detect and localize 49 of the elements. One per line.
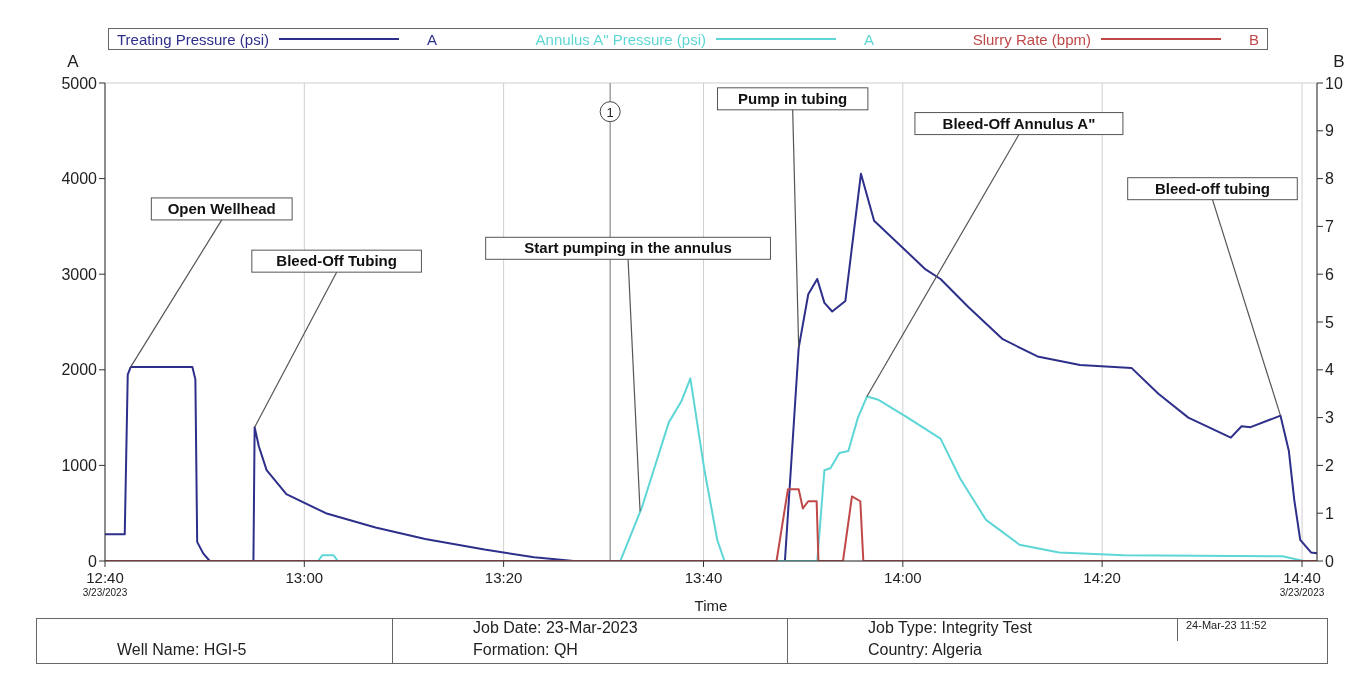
x-tick-label: 14:00: [884, 569, 922, 586]
y2-tick-label: 8: [1325, 170, 1334, 188]
y2-tick-label: 7: [1325, 218, 1334, 236]
y2-tick-label: 5: [1325, 313, 1334, 331]
y2-tick-label: 1: [1325, 504, 1334, 522]
y2-tick-label: 4: [1325, 361, 1334, 379]
text: Treating Pressure (psi): [117, 30, 269, 48]
text: 24-Mar-23 11:52: [1177, 619, 1327, 641]
callout: Bleed-Off Annulus A": [866, 112, 1124, 398]
y2-tick-label: 10: [1325, 74, 1343, 92]
callout: Bleed-off tubing: [1127, 177, 1298, 417]
x-tick-label: 13:20: [484, 569, 523, 586]
text: Slurry Rate (bpm): [972, 30, 1091, 48]
text: Country: Algeria: [787, 641, 1177, 663]
y-tick-label: 1000: [61, 457, 98, 475]
x-tick-label: 13:00: [285, 569, 324, 586]
y2-tick-label: 3: [1325, 409, 1334, 427]
annotation: Bleed-Off Annulus A": [942, 114, 1096, 132]
y2-tick-label: 2: [1325, 457, 1334, 475]
text: B: [1248, 30, 1259, 48]
text: Annulus A" Pressure (psi): [535, 30, 707, 48]
annotation: Bleed-Off Tubing: [276, 252, 397, 270]
y-tick-label: 4000: [61, 170, 98, 188]
y-tick-label: 2000: [61, 361, 98, 379]
annotation: Bleed-off tubing: [1155, 179, 1270, 197]
annotation: Open Wellhead: [167, 199, 276, 217]
annotation: 1: [606, 104, 614, 120]
y2-tick-label: 0: [1325, 552, 1334, 570]
y-tick-label: 3000: [61, 265, 98, 283]
x-axis-title: Time: [694, 597, 728, 614]
callout: Bleed-Off Tubing: [251, 249, 422, 428]
x-tick-label: 14:20: [1083, 569, 1121, 586]
x-tick-label: 13:40: [684, 569, 723, 586]
text: A: [864, 30, 875, 48]
text: Well Name: HGI-5: [116, 641, 248, 660]
y2-axis-title: B: [1333, 52, 1345, 71]
y2-tick-label: 9: [1325, 122, 1334, 140]
annotation: Pump in tubing: [738, 89, 848, 107]
text: Job Date: 23-Mar-2023: [392, 619, 787, 641]
circled-marker: 1: [599, 101, 621, 123]
annotation: Start pumping in the annulus: [524, 239, 732, 257]
text: A: [427, 30, 438, 48]
text: Job Type: Integrity Test: [787, 619, 1177, 641]
callout: Start pumping in the annulus: [485, 236, 771, 512]
y-axis-title: A: [67, 52, 80, 71]
y-tick-label: 0: [88, 552, 98, 570]
y-tick-label: 5000: [61, 74, 98, 92]
text: Formation: QH: [392, 641, 787, 663]
y2-tick-label: 6: [1325, 265, 1334, 283]
